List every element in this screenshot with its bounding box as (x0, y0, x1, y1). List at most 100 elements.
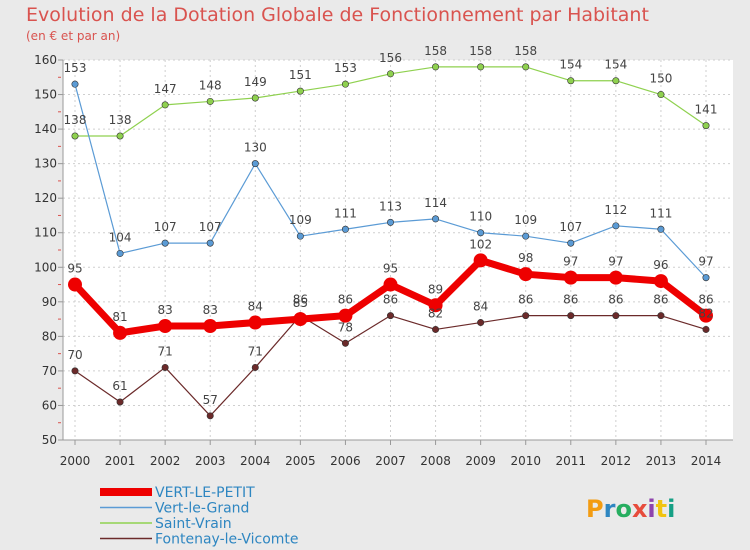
data-label: 97 (608, 255, 623, 269)
data-point (203, 319, 218, 333)
data-label: 84 (248, 300, 263, 314)
series-group (68, 63, 713, 420)
data-point (206, 239, 214, 247)
data-label: 158 (424, 44, 447, 58)
data-point (612, 77, 620, 85)
data-label: 61 (112, 379, 127, 393)
data-label: 154 (604, 58, 627, 72)
data-point (383, 277, 398, 292)
brand-logo: Proxiti (586, 495, 675, 523)
x-tick-label: 2006 (330, 454, 361, 468)
legend: VERT-LE-PETITVert-le-GrandSaint-VrainFon… (100, 485, 299, 548)
x-tick-label: 2001 (105, 454, 136, 468)
x-tick-label: 2010 (510, 454, 541, 468)
data-label: 85 (293, 296, 308, 310)
data-point (522, 232, 530, 240)
data-label: 109 (289, 213, 312, 227)
data-label: 113 (379, 199, 402, 213)
data-point (522, 312, 530, 320)
y-tick-label: 120 (34, 191, 57, 205)
data-label: 70 (67, 348, 82, 362)
data-point (386, 70, 394, 78)
y-tick-label: 110 (34, 226, 57, 240)
data-point (612, 312, 620, 320)
data-label: 71 (158, 344, 173, 358)
data-point (71, 80, 79, 88)
data-point (473, 253, 488, 268)
data-point (251, 363, 259, 371)
data-label: 95 (67, 262, 82, 276)
data-label: 97 (563, 255, 578, 269)
data-label: 149 (244, 75, 267, 89)
data-point (116, 398, 124, 406)
data-point (432, 325, 440, 333)
data-label: 102 (469, 237, 492, 251)
data-point (293, 312, 308, 327)
data-label: 95 (383, 262, 398, 276)
legend-label: Saint-Vrain (155, 516, 232, 532)
y-tick-label: 90 (42, 295, 57, 309)
plot-area (63, 60, 733, 440)
data-label: 97 (698, 255, 713, 269)
data-point (296, 232, 304, 240)
y-tick-label: 60 (42, 398, 57, 412)
data-label: 138 (109, 113, 132, 127)
y-tick-label: 150 (34, 88, 57, 102)
x-tick-label: 2004 (240, 454, 271, 468)
data-label: 86 (518, 293, 533, 307)
data-point (699, 308, 713, 323)
data-label: 86 (338, 293, 353, 307)
data-point (206, 97, 214, 105)
y-tick-label: 100 (34, 260, 57, 274)
data-point (161, 101, 169, 109)
data-point (657, 225, 665, 233)
data-point (338, 308, 353, 323)
data-point (477, 319, 485, 327)
y-tick-label: 70 (42, 364, 57, 378)
data-point (567, 312, 575, 320)
data-label: 112 (604, 203, 627, 217)
data-point (702, 325, 710, 333)
data-label: 151 (289, 68, 312, 82)
data-label: 130 (244, 141, 267, 155)
x-tick-label: 2009 (465, 454, 496, 468)
data-label: 96 (653, 258, 668, 272)
data-label: 138 (64, 113, 87, 127)
data-label: 81 (112, 310, 127, 324)
data-point (251, 94, 259, 102)
data-point (251, 160, 259, 168)
data-label: 158 (514, 44, 537, 58)
grid-lines (63, 59, 733, 441)
data-point (702, 274, 710, 282)
data-label: 86 (653, 293, 668, 307)
data-label: 111 (334, 206, 357, 220)
data-point (161, 239, 169, 247)
data-point (116, 132, 124, 140)
data-label: 78 (338, 320, 353, 334)
data-point (68, 277, 82, 292)
data-point (341, 225, 349, 233)
data-point (432, 215, 440, 223)
data-point (341, 80, 349, 88)
data-label: 110 (469, 210, 492, 224)
data-label: 82 (428, 306, 443, 320)
data-label: 156 (379, 51, 402, 65)
x-tick-label: 2008 (420, 454, 451, 468)
x-tick-label: 2007 (375, 454, 406, 468)
x-tick-label: 2013 (646, 454, 677, 468)
data-label: 98 (518, 251, 533, 265)
data-point (702, 122, 710, 130)
data-label: 114 (424, 196, 447, 210)
data-point (477, 63, 485, 71)
y-axis: 50 60 70 80 90 100 110 120 130 140 150 160 (34, 53, 64, 447)
data-label: 154 (559, 58, 582, 72)
data-point (248, 315, 263, 330)
brand-text: Proxiti (586, 495, 675, 523)
data-label: 153 (334, 61, 357, 75)
data-label: 158 (469, 44, 492, 58)
data-label: 86 (383, 293, 398, 307)
data-label: 107 (199, 220, 222, 234)
data-point (432, 63, 440, 71)
